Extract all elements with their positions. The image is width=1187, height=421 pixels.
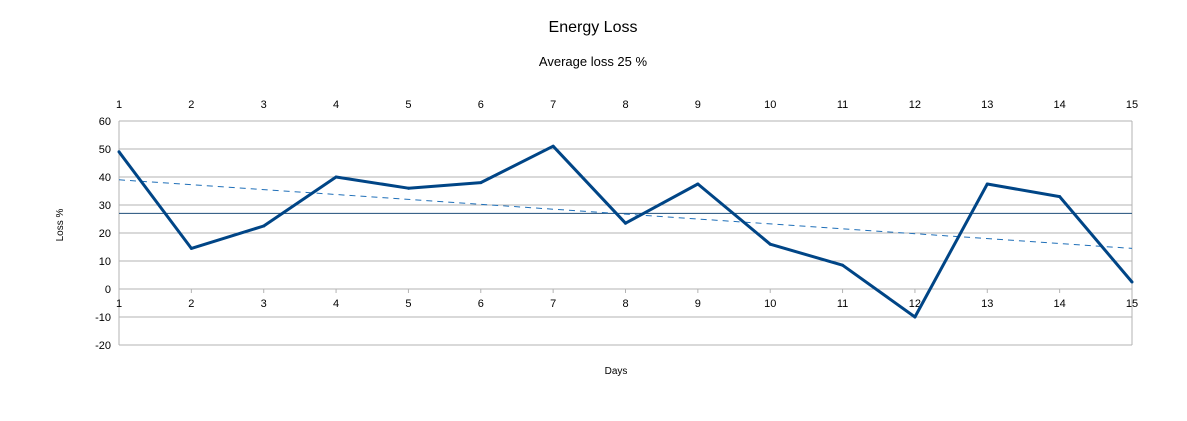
x-tick-label-top: 6 [478, 99, 484, 111]
y-tick-label: 20 [99, 228, 111, 240]
x-tick-label-top: 11 [837, 99, 848, 111]
x-tick-label-axis: 6 [478, 298, 484, 310]
x-tick-label-axis: 13 [981, 298, 993, 310]
x-tick-label-axis: 2 [188, 298, 194, 310]
data-point [913, 315, 917, 319]
tick-labels: 6050403020100-10-20112233445566778899101… [95, 99, 1138, 352]
y-tick-label: 0 [105, 284, 111, 296]
data-point [479, 181, 483, 185]
data-point [768, 242, 772, 246]
x-tick-label-axis: 14 [1054, 298, 1066, 310]
chart-subtitle: Average loss 25 % [539, 54, 648, 69]
x-tick-label-axis: 8 [622, 298, 628, 310]
x-tick-label-top: 3 [261, 99, 267, 111]
y-axis-label: Loss % [55, 208, 66, 241]
data-point [1058, 195, 1062, 199]
x-tick-label-top: 5 [405, 99, 411, 111]
series-lines [117, 144, 1134, 319]
data-point [189, 246, 193, 250]
data-point [1130, 280, 1134, 284]
data-point [406, 186, 410, 190]
y-tick-label: 40 [99, 172, 111, 184]
y-tick-label: 60 [99, 116, 111, 128]
x-tick-label-top: 4 [333, 99, 339, 111]
data-point [551, 144, 555, 148]
x-tick-label-axis: 12 [909, 298, 921, 310]
x-tick-label-axis: 5 [405, 298, 411, 310]
data-point [117, 150, 121, 154]
x-tick-label-axis: 9 [695, 298, 701, 310]
y-tick-label: 10 [99, 256, 111, 268]
x-tick-label-top: 15 [1126, 99, 1138, 111]
y-tick-label: -10 [95, 312, 111, 324]
x-tick-label-axis: 7 [550, 298, 556, 310]
x-tick-label-top: 2 [188, 99, 194, 111]
trend-line [118, 179, 1133, 249]
x-tick-label-top: 14 [1054, 99, 1066, 111]
x-tick-label-axis: 11 [837, 298, 848, 310]
x-tick-label-axis: 4 [333, 298, 339, 310]
x-tick-label-top: 13 [981, 99, 993, 111]
x-tick-label-top: 10 [764, 99, 776, 111]
x-tick-label-top: 8 [622, 99, 628, 111]
y-tick-label: 30 [99, 200, 111, 212]
data-point [262, 224, 266, 228]
x-tick-label-axis: 1 [116, 298, 122, 310]
data-point [696, 182, 700, 186]
x-tick-label-axis: 3 [261, 298, 267, 310]
x-tick-label-axis: 15 [1126, 298, 1138, 310]
chart-title: Energy Loss [549, 19, 638, 36]
x-tick-label-axis: 10 [764, 298, 776, 310]
grid-lines [118, 120, 1133, 346]
x-tick-label-top: 1 [116, 99, 122, 111]
x-tick-label-top: 9 [695, 99, 701, 111]
data-point [841, 263, 845, 267]
x-tick-label-top: 12 [909, 99, 921, 111]
y-tick-label: 50 [99, 144, 111, 156]
x-tick-label-top: 7 [550, 99, 556, 111]
y-tick-label: -20 [95, 340, 111, 352]
x-axis-label: Days [605, 366, 628, 377]
data-point [985, 182, 989, 186]
data-point [624, 221, 627, 225]
data-point [334, 175, 338, 179]
